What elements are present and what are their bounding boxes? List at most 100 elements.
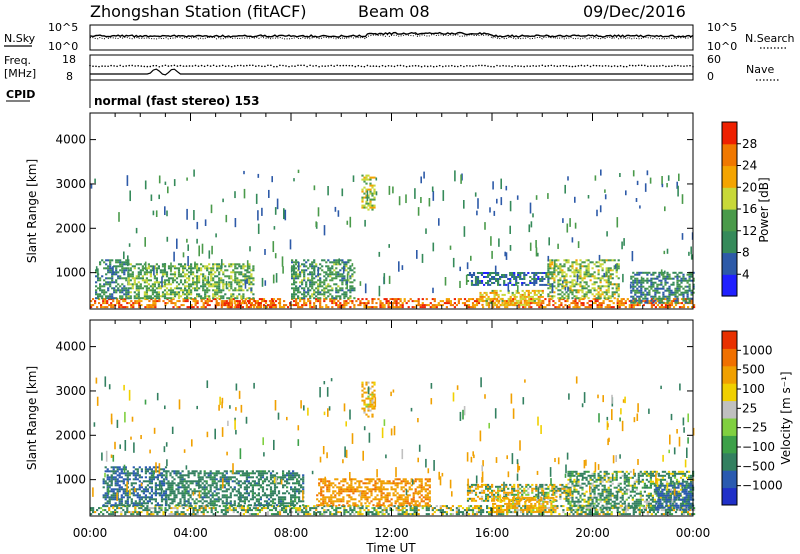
range-cell [223, 300, 226, 303]
range-cell [169, 498, 172, 501]
range-cell [329, 285, 332, 288]
range-cell [509, 272, 512, 274]
range-cell [441, 509, 444, 512]
range-cell [110, 490, 113, 493]
range-cell [202, 265, 205, 268]
range-cell [537, 278, 540, 280]
range-cell [562, 280, 564, 284]
range-cell [173, 291, 177, 294]
range-cell [246, 289, 249, 292]
range-cell [642, 285, 645, 288]
range-cell [591, 293, 594, 296]
range-cell [471, 507, 475, 510]
range-cell [317, 283, 320, 286]
range-cell [598, 513, 601, 516]
range-cell [98, 513, 101, 516]
range-cell [291, 507, 294, 510]
range-cell [618, 302, 621, 305]
range-cell [261, 300, 265, 303]
range-cell [559, 297, 562, 300]
range-cell [678, 289, 681, 292]
range-cell [236, 263, 239, 266]
range-cell [547, 271, 550, 274]
range-cell [210, 275, 213, 278]
range-cell [545, 276, 548, 278]
range-cell [682, 297, 685, 300]
range-cell [186, 285, 189, 288]
range-cell [121, 261, 124, 264]
range-cell [329, 289, 332, 292]
range-cell [553, 277, 556, 280]
range-cell [242, 295, 245, 298]
range-cell [632, 285, 635, 288]
range-cell [142, 505, 145, 508]
range-cell [558, 300, 561, 303]
range-cell [646, 281, 649, 284]
range-cell [686, 291, 689, 294]
range-cell [150, 478, 153, 481]
range-cell [353, 507, 356, 510]
range-cell [114, 492, 117, 495]
range-cell [388, 185, 391, 195]
freq-trace [90, 68, 693, 76]
range-cell [531, 299, 534, 302]
range-cell [103, 291, 106, 294]
range-cell [177, 502, 180, 505]
range-cell [491, 301, 494, 304]
range-cell [668, 304, 672, 307]
range-cell [449, 304, 452, 307]
range-cell [202, 511, 205, 514]
range-cell [569, 291, 572, 294]
range-cell [425, 228, 427, 234]
range-cell [349, 285, 352, 288]
range-cell [175, 470, 178, 473]
range-cell [497, 274, 500, 276]
range-cell [238, 513, 241, 516]
range-cell [538, 306, 541, 309]
range-cell [650, 304, 653, 307]
range-cell [129, 283, 132, 286]
range-cell [138, 488, 141, 491]
range-cell [688, 289, 691, 292]
range-cell [547, 282, 550, 284]
range-cell [177, 269, 181, 272]
range-cell [151, 297, 154, 300]
range-cell [355, 300, 358, 303]
range-cell [607, 287, 610, 290]
range-cell [222, 263, 225, 266]
range-cell [535, 240, 537, 248]
range-cell [367, 178, 370, 181]
range-cell [415, 507, 418, 510]
range-cell [206, 511, 209, 514]
range-cell [509, 282, 512, 284]
range-cell [672, 306, 676, 309]
range-cell [361, 174, 364, 177]
range-cell [381, 513, 384, 516]
range-cell [92, 511, 95, 514]
range-cell [194, 281, 197, 284]
range-cell [177, 504, 180, 507]
range-cell [190, 273, 193, 276]
range-cell [493, 289, 496, 292]
range-cell [123, 261, 126, 264]
range-cell [234, 273, 237, 276]
range-cell [523, 299, 526, 302]
range-cell [638, 507, 641, 510]
range-cell [688, 275, 691, 278]
range-cell [496, 513, 499, 516]
range-cell [664, 270, 666, 274]
range-cell [644, 301, 647, 304]
nave-point [472, 65, 474, 68]
nave-point [511, 65, 513, 68]
range-cell [634, 289, 637, 292]
range-cell [554, 306, 557, 309]
range-cell [593, 281, 596, 284]
range-cell [557, 267, 560, 270]
range-cell [241, 302, 244, 305]
nave-point [647, 65, 649, 68]
range-cell [553, 281, 556, 284]
range-cell [680, 302, 684, 305]
range-cell [690, 289, 693, 292]
range-cell [115, 269, 118, 272]
range-cell [571, 271, 574, 274]
